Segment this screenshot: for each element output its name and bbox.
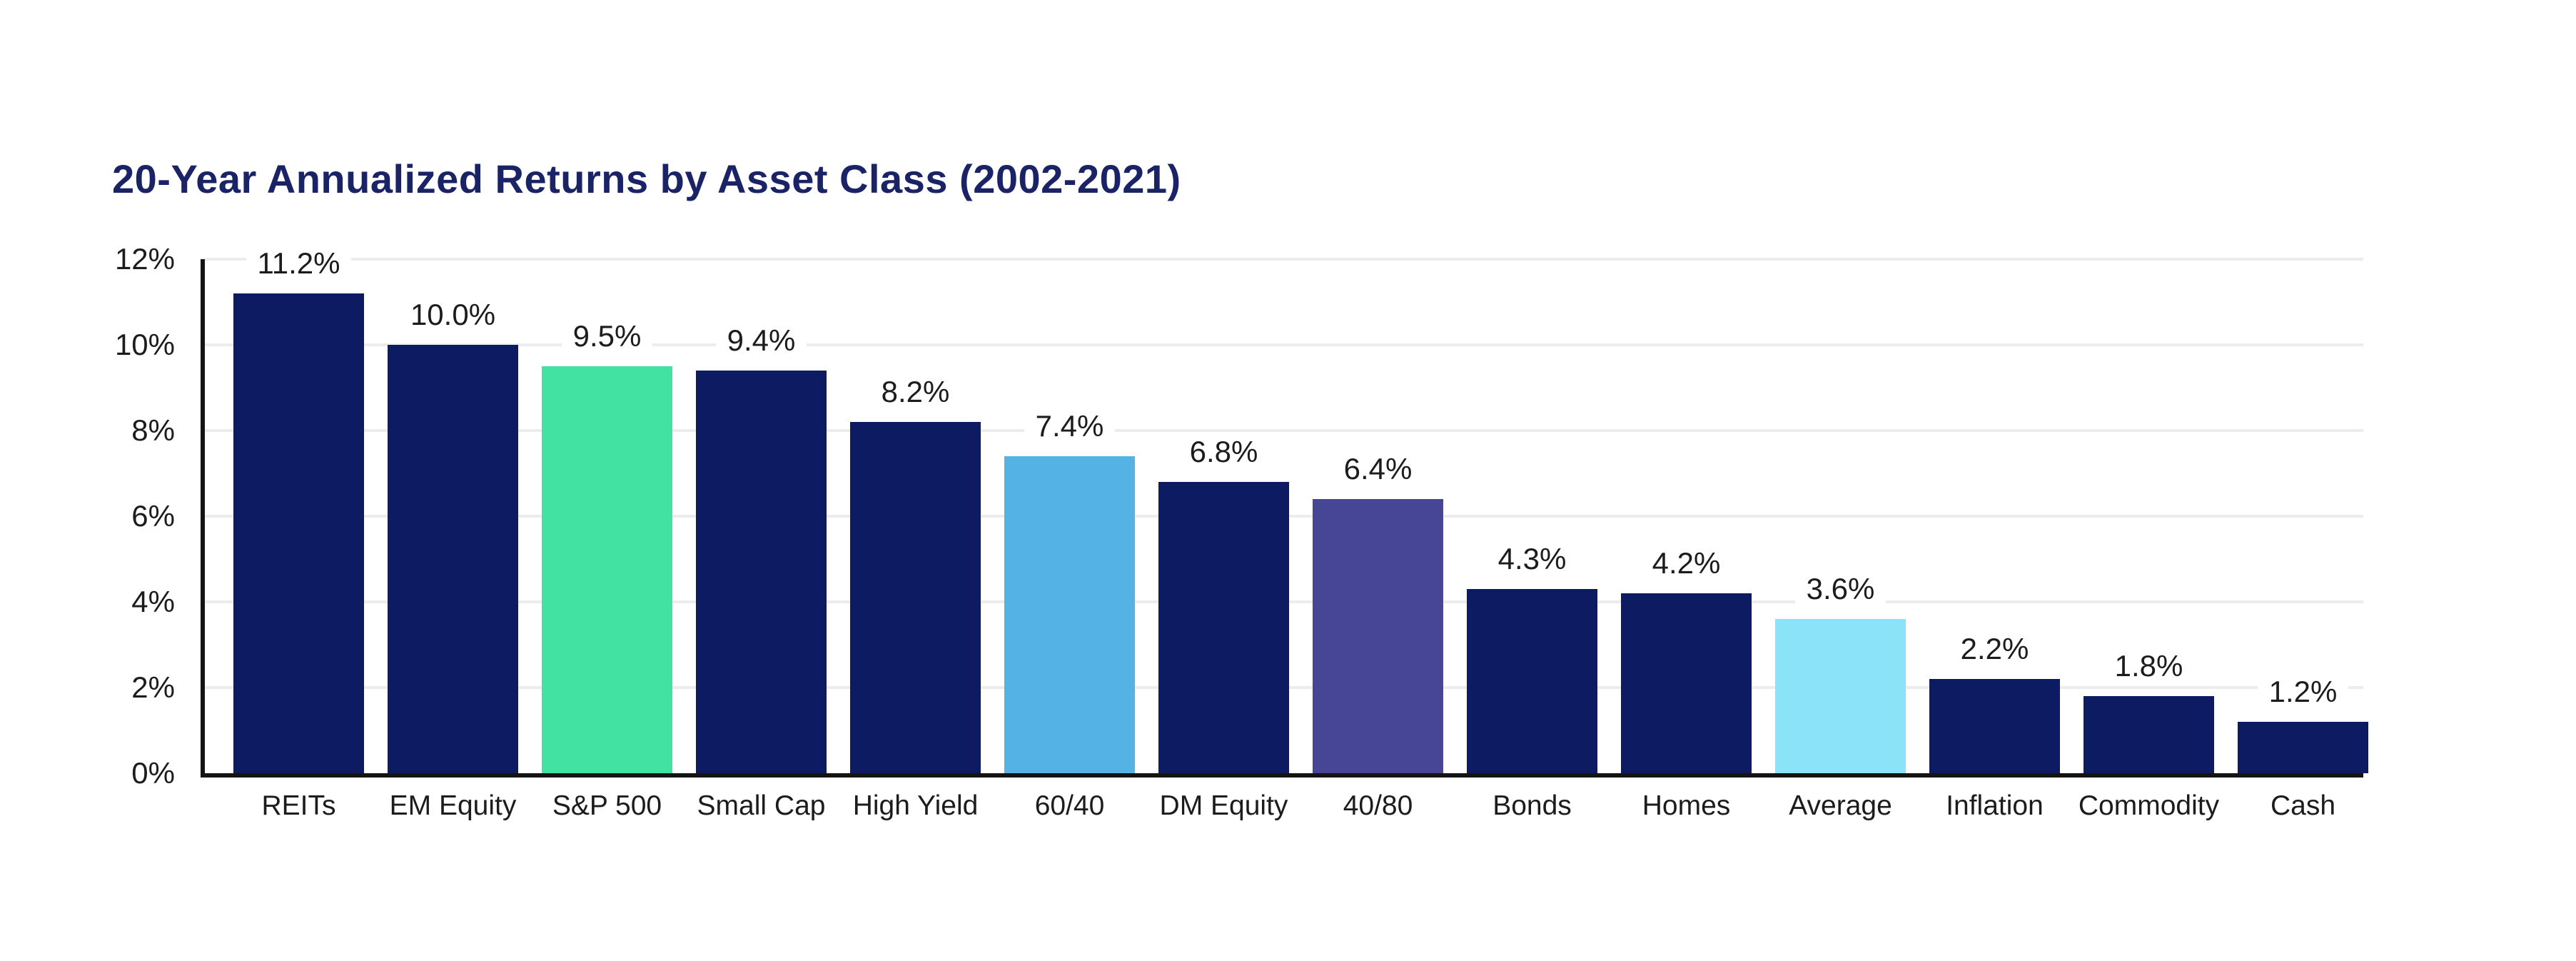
- bar-category-label: 40/80: [1343, 790, 1413, 821]
- y-axis-tick-label: 4%: [131, 585, 175, 618]
- bar-category-label: REITs: [261, 790, 336, 821]
- chart-title: 20-Year Annualized Returns by Asset Clas…: [112, 156, 1181, 201]
- bar-value-label: 8.2%: [869, 374, 961, 409]
- y-axis-tick-label: 10%: [114, 328, 175, 361]
- bar-value-label: 11.2%: [246, 246, 352, 281]
- bar-item: 4.3% Bonds: [1467, 259, 1597, 820]
- bar: [850, 422, 981, 773]
- bar: [1621, 593, 1752, 773]
- bar-item: 6.4% 40/80: [1313, 259, 1443, 820]
- bar: [2083, 696, 2214, 773]
- bar: [388, 345, 518, 773]
- bar-value-label: 1.2%: [2257, 674, 2349, 709]
- bar-category-label: 60/40: [1034, 790, 1105, 821]
- chart-plot-area: 12% 10% 8% 6% 4% 2% 0% 11.2% REITs 10.0% EM Equit…: [115, 244, 2368, 820]
- bar: [233, 293, 364, 773]
- bar-category-label: DM Equity: [1159, 790, 1288, 821]
- bar-category-label: Average: [1789, 790, 1892, 821]
- bar-item: 11.2% REITs: [233, 246, 364, 820]
- gridline: [205, 429, 2363, 433]
- bar-category-label: Bonds: [1492, 790, 1572, 821]
- y-axis-tick-label: 6%: [131, 499, 175, 533]
- bar-value-label: 6.8%: [1178, 434, 1270, 469]
- bar: [1929, 679, 2060, 773]
- y-axis-tick-label: 12%: [114, 242, 175, 276]
- bar-item: 2.2% Inflation: [1929, 259, 2060, 820]
- bar: [1775, 619, 1906, 773]
- bar-item: 6.8% DM Equity: [1158, 259, 1289, 820]
- bar-item: 3.6% Average: [1775, 259, 1906, 820]
- bar-item: 4.2% Homes: [1621, 259, 1752, 820]
- bar-item: 10.0% EM Equity: [388, 259, 518, 820]
- bar-value-label: 4.2%: [1640, 545, 1732, 580]
- bar: [696, 371, 827, 773]
- bar-category-label: S&P 500: [552, 790, 662, 821]
- bar-category-label: Homes: [1642, 790, 1731, 821]
- bar-item: 9.4% Small Cap: [696, 259, 827, 820]
- bar-value-label: 2.2%: [1949, 631, 2041, 666]
- bar: [1004, 456, 1135, 773]
- bar-value-label: 9.4%: [715, 323, 807, 358]
- bar: [542, 366, 672, 773]
- bar-category-label: High Yield: [852, 790, 979, 821]
- bar: [1467, 589, 1597, 773]
- bar: [2238, 722, 2368, 773]
- bar: [1158, 482, 1289, 773]
- bar-category-label: Small Cap: [697, 790, 826, 821]
- gridline: [205, 343, 2363, 346]
- bar-item: 9.5% S&P 500: [542, 259, 672, 820]
- bar-category-label: Inflation: [1946, 790, 2044, 821]
- bar-value-label: 6.4%: [1332, 451, 1424, 487]
- y-axis-tick-label: 2%: [131, 670, 175, 704]
- bar-item: 8.2% High Yield: [850, 259, 981, 820]
- bar-category-label: Cash: [2270, 790, 2336, 821]
- y-axis-tick-label: 0%: [131, 756, 175, 790]
- bar-item: 1.8% Commodity: [2079, 259, 2219, 820]
- bar-item: 7.4% 60/40: [1004, 259, 1135, 820]
- bar-value-label: 3.6%: [1794, 571, 1886, 606]
- bar-value-label: 1.8%: [2103, 648, 2195, 683]
- bar-category-label: Commodity: [2078, 790, 2220, 821]
- y-axis-tick-label: 8%: [131, 413, 175, 447]
- gridline: [205, 258, 2363, 261]
- bars-row: 11.2% REITs 10.0% EM Equity 9.5% S&P 500 9.4% S…: [205, 246, 2368, 820]
- bar-value-label: 4.3%: [1486, 541, 1578, 576]
- bar-value-label: 7.4%: [1024, 408, 1116, 443]
- bar-value-label: 10.0%: [398, 297, 507, 332]
- bar-value-label: 9.5%: [561, 318, 653, 353]
- bar-item: 1.2% Cash: [2238, 259, 2368, 820]
- bar-category-label: EM Equity: [389, 790, 517, 821]
- bar: [1313, 499, 1443, 773]
